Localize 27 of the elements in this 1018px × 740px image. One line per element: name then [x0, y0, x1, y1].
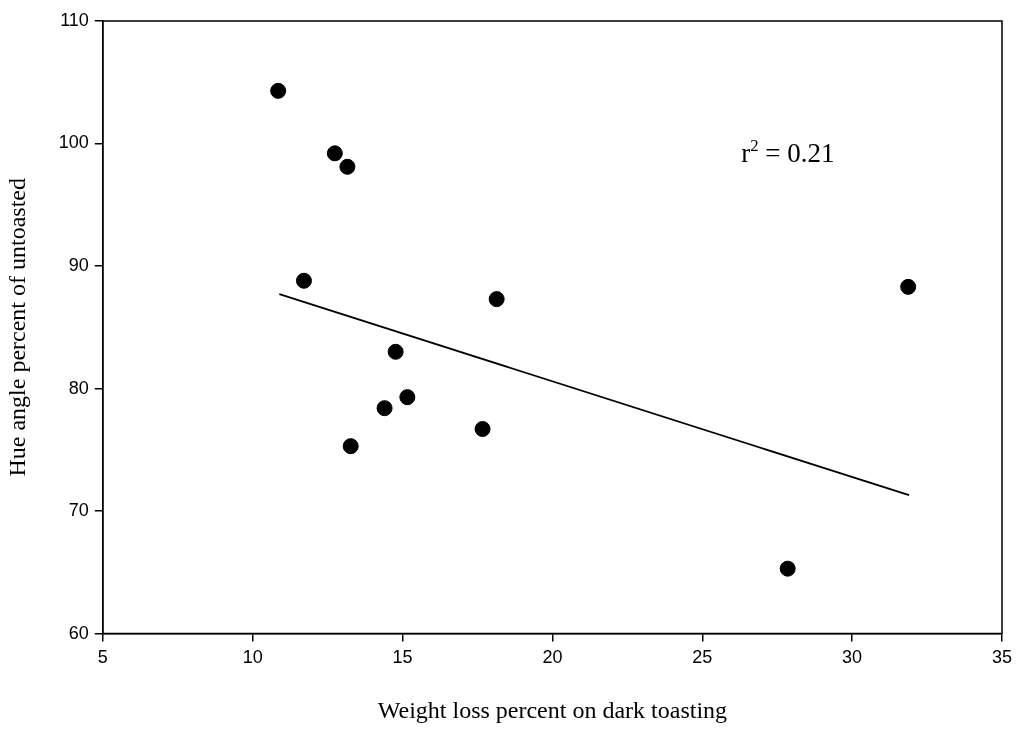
- x-tick-label: 15: [392, 647, 413, 668]
- x-tick-label: 30: [842, 647, 863, 668]
- point: [339, 158, 356, 175]
- point: [342, 438, 359, 455]
- y-tick-label: 70: [68, 500, 89, 521]
- y-tick-label: 100: [58, 132, 89, 153]
- point: [474, 420, 491, 437]
- x-tick-label: 10: [242, 647, 263, 668]
- point: [387, 343, 404, 360]
- y-tick-label: 110: [60, 9, 89, 30]
- y-tick-label: 90: [68, 255, 89, 276]
- point: [270, 82, 287, 99]
- point: [376, 400, 393, 417]
- x-tick-label: 20: [542, 647, 563, 668]
- x-tick-label: 35: [991, 647, 1012, 668]
- point: [399, 389, 416, 406]
- y-axis-title: Hue angle percent of untoasted: [3, 178, 30, 477]
- point: [900, 278, 917, 295]
- point: [779, 560, 796, 577]
- point: [488, 291, 505, 308]
- y-tick-label: 60: [68, 622, 89, 643]
- x-tick-label: 25: [692, 647, 713, 668]
- x-axis-title: Weight loss percent on dark toasting: [377, 696, 728, 723]
- y-tick-label: 80: [68, 377, 89, 398]
- x-tick-label: 5: [97, 647, 108, 668]
- point: [326, 145, 343, 162]
- point: [295, 272, 312, 289]
